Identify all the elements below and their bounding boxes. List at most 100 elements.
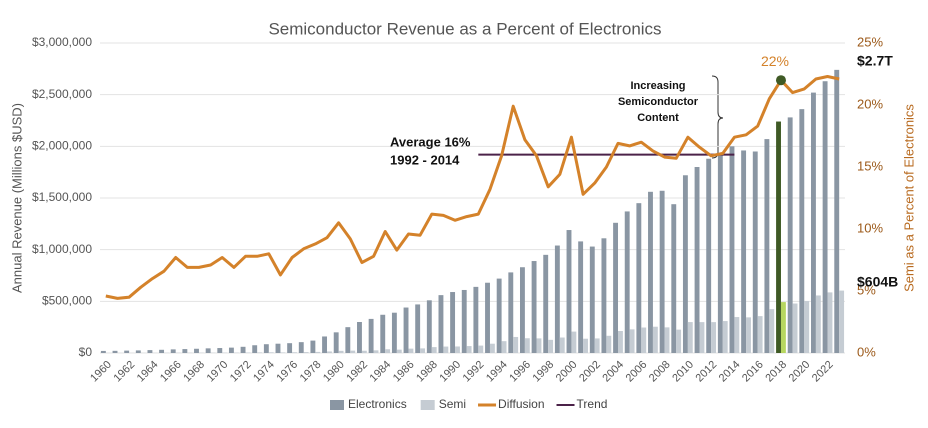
y-tick-label: $2,000,000 xyxy=(32,139,92,153)
y-tick-label: $0 xyxy=(79,345,93,359)
bar xyxy=(687,322,693,353)
bar xyxy=(373,350,379,353)
bar xyxy=(420,348,426,353)
bar xyxy=(543,254,549,353)
y2-tick-label: 25% xyxy=(857,34,883,49)
bar xyxy=(466,346,472,353)
bar xyxy=(804,301,810,353)
bar xyxy=(443,346,449,353)
bar xyxy=(361,350,367,353)
bar xyxy=(699,322,705,353)
x-tick-label: 2006 xyxy=(624,359,650,385)
bar xyxy=(827,292,833,353)
annotation: Semiconductor xyxy=(618,96,699,108)
bar xyxy=(641,327,647,353)
x-tick-label: 2012 xyxy=(694,359,720,385)
bar xyxy=(508,272,514,353)
bar xyxy=(263,344,269,353)
bar xyxy=(322,336,327,353)
bar xyxy=(455,346,460,353)
x-tick-label: 1986 xyxy=(391,359,417,385)
bar xyxy=(100,350,106,353)
bar xyxy=(135,350,141,353)
bar xyxy=(776,121,781,354)
x-tick-label: 1990 xyxy=(437,359,463,385)
bar xyxy=(834,69,840,353)
line xyxy=(105,75,840,300)
bar xyxy=(764,139,770,353)
bar xyxy=(524,338,530,353)
bar xyxy=(815,295,821,353)
x-tick-label: 2000 xyxy=(554,359,580,385)
bar xyxy=(752,151,758,353)
x-tick-label: 1966 xyxy=(158,359,184,385)
y-tick-label: $1,000,000 xyxy=(32,242,92,256)
bar xyxy=(601,238,607,353)
x-tick-label: 2004 xyxy=(600,359,626,385)
y-tick-label: $3,000,000 xyxy=(32,35,92,49)
bar xyxy=(636,203,642,353)
y-tick-label: $500,000 xyxy=(42,294,92,308)
bar xyxy=(205,348,211,353)
brace xyxy=(711,75,724,159)
x-tick-label: 1994 xyxy=(484,359,510,385)
bar xyxy=(310,340,316,353)
bar xyxy=(431,347,437,353)
bar xyxy=(380,314,386,353)
x-tick-label: 2022 xyxy=(810,359,836,385)
x-tick-label: 1974 xyxy=(251,359,277,385)
bar xyxy=(345,327,351,353)
legend-label: Trend xyxy=(577,397,608,411)
bar xyxy=(124,350,130,353)
bar xyxy=(613,222,619,353)
bar xyxy=(618,331,623,353)
bar xyxy=(292,352,297,353)
bar xyxy=(303,352,309,353)
bar xyxy=(268,352,274,353)
bar xyxy=(629,329,635,353)
x-tick-label: 1992 xyxy=(461,359,487,385)
bar xyxy=(746,317,751,353)
x-tick-label: 1960 xyxy=(88,359,114,385)
bar xyxy=(182,349,188,353)
x-tick-label: 1980 xyxy=(321,359,347,385)
bar xyxy=(450,292,456,353)
y-tick-label: $2,500,000 xyxy=(32,87,92,101)
bar xyxy=(571,331,577,353)
bar xyxy=(415,304,421,353)
value-label: 22% xyxy=(761,53,789,69)
bar xyxy=(368,318,374,353)
x-tick-label: 2014 xyxy=(717,359,743,385)
bar xyxy=(326,351,332,353)
bar xyxy=(403,307,409,353)
bar xyxy=(717,154,723,353)
bar xyxy=(566,230,572,353)
bar xyxy=(194,348,199,353)
bar xyxy=(706,158,712,353)
x-tick-label: 2018 xyxy=(763,359,789,385)
bar xyxy=(461,289,467,353)
y2-tick-label: 10% xyxy=(857,220,883,235)
y2-tick-label: 5% xyxy=(857,282,876,297)
bar xyxy=(217,348,223,353)
bar xyxy=(682,175,688,353)
x-tick-label: 1996 xyxy=(507,359,533,385)
bar xyxy=(396,349,402,353)
bar xyxy=(338,350,344,353)
bar xyxy=(589,246,595,353)
legend-swatch xyxy=(330,400,344,410)
x-tick-label: 1962 xyxy=(111,359,137,385)
y-tick-label: $1,500,000 xyxy=(32,190,92,204)
bar xyxy=(652,326,658,353)
bar xyxy=(298,342,304,353)
bar xyxy=(624,211,630,353)
chart-title: Semiconductor Revenue as a Percent of El… xyxy=(268,19,661,38)
bar xyxy=(711,322,717,353)
x-tick-label: 1968 xyxy=(181,359,207,385)
bar xyxy=(554,245,560,353)
bar xyxy=(799,109,805,353)
bar xyxy=(648,191,653,353)
annotation: Increasing xyxy=(630,80,685,92)
y-axis-label: Annual Revenue (Millions $USD) xyxy=(9,103,24,293)
annotation: 1992 - 2014 xyxy=(390,152,460,167)
